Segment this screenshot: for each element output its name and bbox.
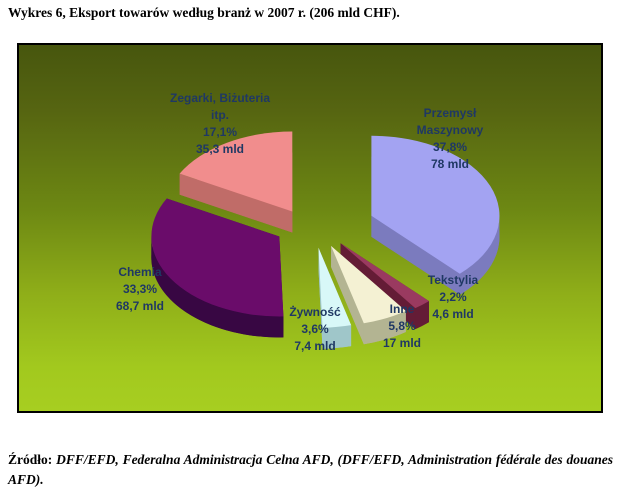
pie-label-tekstylia: Tekstylia 2,2% 4,6 mld	[428, 272, 478, 323]
pie-label-przemysl-maszynowy: Przemysł Maszynowy 37,8% 78 mld	[417, 105, 484, 173]
slice-name: Tekstylia	[427, 273, 479, 287]
slice-name: itp.	[211, 108, 229, 122]
slice-percent: 2,2%	[439, 290, 467, 304]
slice-value: 17 mld	[382, 336, 422, 350]
slice-name: Przemysł	[423, 106, 477, 120]
slice-value: 7,4 mld	[294, 339, 336, 353]
pie-label-chemia: Chemia 33,3% 68,7 mld	[116, 264, 164, 315]
page-title: Wykres 6, Eksport towarów według branż w…	[8, 5, 400, 20]
slice-value: 35,3 mld	[195, 142, 245, 156]
source-text: DFF/EFD, Federalna Administracja Celna A…	[8, 452, 613, 487]
slice-name: Żywność	[289, 305, 341, 319]
slice-name: Maszynowy	[416, 123, 484, 137]
slice-name: Chemia	[118, 265, 162, 279]
pie-label-zegarki-bizuteria: Zegarki, Biżuteria itp. 17,1% 35,3 mld	[170, 90, 270, 158]
slice-percent: 5,8%	[388, 319, 416, 333]
source-prefix: Źródło:	[8, 452, 53, 467]
pie-label-zywnosc: Żywność 3,6% 7,4 mld	[289, 304, 340, 355]
slice-value: 68,7 mld	[115, 299, 165, 313]
slice-percent: 3,6%	[301, 322, 329, 336]
slice-value: 78 mld	[430, 157, 469, 171]
pie-label-inne: Inne 5,8% 17 mld	[383, 301, 421, 352]
slice-name: Zegarki, Biżuteria	[169, 91, 271, 105]
slice-name: Inne	[389, 302, 415, 316]
slice-percent: 17,1%	[202, 125, 238, 139]
slice-percent: 37,8%	[432, 140, 468, 154]
slice-percent: 33,3%	[122, 282, 158, 296]
slice-value: 4,6 mld	[432, 307, 474, 321]
pie-chart-svg	[151, 131, 500, 349]
chart-area: Przemysł Maszynowy 37,8% 78 mld Zegarki,…	[17, 43, 603, 413]
source-note: Źródło: DFF/EFD, Federalna Administracja…	[8, 450, 613, 490]
